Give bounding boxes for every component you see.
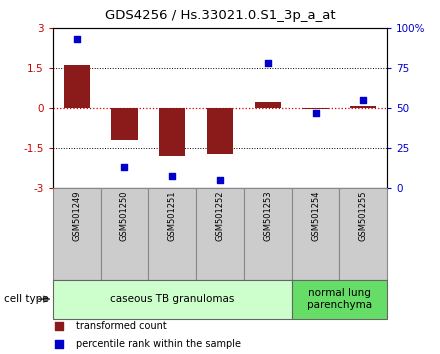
Text: normal lung
parenchyma: normal lung parenchyma <box>307 288 372 310</box>
Text: GSM501251: GSM501251 <box>168 190 177 241</box>
Point <box>169 173 176 179</box>
Point <box>56 324 63 329</box>
Text: GSM501253: GSM501253 <box>263 190 272 241</box>
Bar <box>339 188 387 280</box>
Point <box>216 177 224 183</box>
Bar <box>255 102 281 108</box>
Bar <box>292 280 387 319</box>
Point <box>264 61 271 66</box>
Text: transformed count: transformed count <box>76 321 167 331</box>
Bar <box>53 188 101 280</box>
Point <box>312 110 319 116</box>
Text: GDS4256 / Hs.33021.0.S1_3p_a_at: GDS4256 / Hs.33021.0.S1_3p_a_at <box>105 9 335 22</box>
Text: percentile rank within the sample: percentile rank within the sample <box>76 339 241 349</box>
Text: GSM501250: GSM501250 <box>120 190 129 241</box>
Bar <box>302 108 329 109</box>
Bar <box>63 65 90 108</box>
Bar <box>292 188 339 280</box>
Point <box>360 97 367 103</box>
Point <box>73 37 80 42</box>
Point <box>121 164 128 170</box>
Bar <box>207 108 233 154</box>
Text: GSM501255: GSM501255 <box>359 190 368 241</box>
Bar <box>350 106 377 108</box>
Text: caseous TB granulomas: caseous TB granulomas <box>110 294 235 304</box>
Text: GSM501252: GSM501252 <box>216 190 224 241</box>
Bar <box>244 188 292 280</box>
Bar <box>53 280 292 319</box>
Text: GSM501254: GSM501254 <box>311 190 320 241</box>
Bar <box>196 188 244 280</box>
Point <box>56 341 63 347</box>
Bar <box>101 188 148 280</box>
Bar <box>111 108 138 140</box>
Bar <box>159 108 185 156</box>
Text: GSM501249: GSM501249 <box>72 190 81 241</box>
Bar <box>148 188 196 280</box>
Text: cell type: cell type <box>4 294 49 304</box>
